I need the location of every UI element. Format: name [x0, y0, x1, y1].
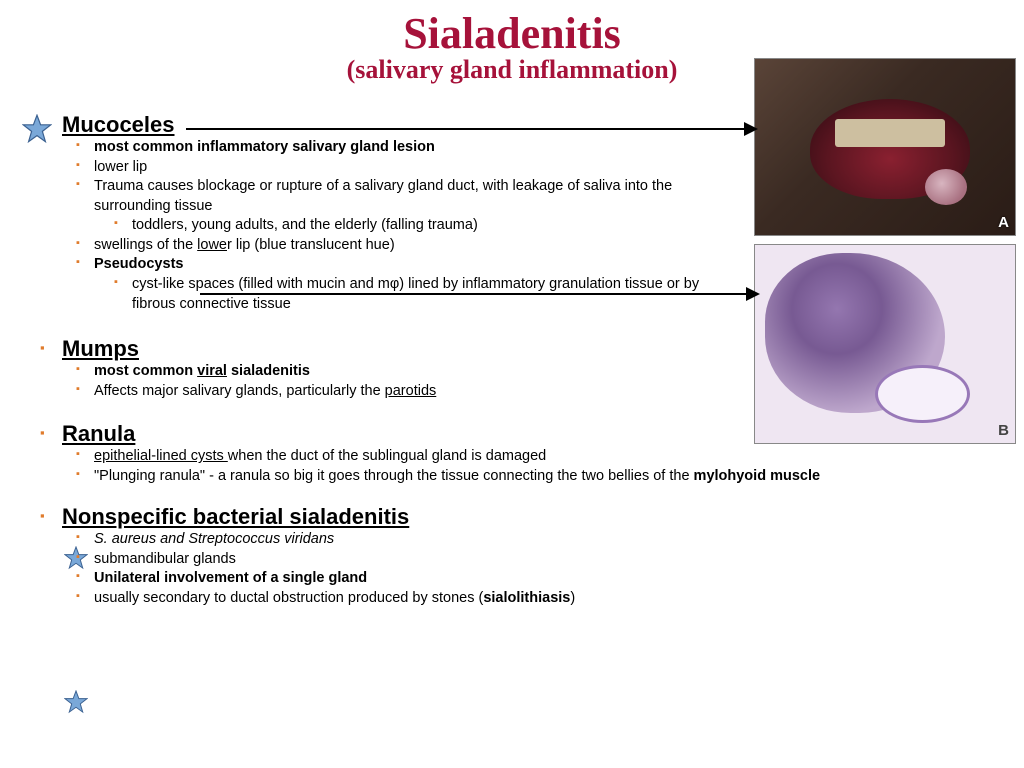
section-ranula: Ranula epithelial-lined cysts when the d… — [34, 421, 734, 486]
heading-bacterial: Nonspecific bacterial sialadenitis — [62, 504, 734, 530]
page-title: Sialadenitis — [0, 8, 1024, 59]
arrow-head-1 — [744, 122, 758, 136]
bullet: usually secondary to ductal obstruction … — [94, 589, 974, 609]
content-area: Mucoceles most common inflammatory saliv… — [34, 112, 734, 623]
bullet: lower lip — [94, 158, 734, 178]
bullet: most common viral sialadenitis — [94, 362, 734, 382]
bullet: submandibular glands — [94, 550, 974, 570]
teeth-region — [835, 119, 945, 147]
image-clinical-mucocele: A — [754, 58, 1016, 236]
sub-bullet: toddlers, young adults, and the elderly … — [132, 216, 734, 236]
heading-mumps: Mumps — [62, 336, 734, 362]
bullet: swellings of the lower lip (blue translu… — [94, 236, 734, 256]
heading-mucoceles: Mucoceles — [62, 112, 734, 138]
image-label-b: B — [998, 422, 1009, 439]
bullet: Affects major salivary glands, particula… — [94, 382, 734, 402]
bullet: epithelial-lined cysts when the duct of … — [94, 447, 974, 467]
star-icon — [64, 690, 88, 714]
bullet: most common inflammatory salivary gland … — [94, 138, 734, 158]
section-mumps: Mumps most common viral sialadenitis Aff… — [34, 336, 734, 401]
section-mucoceles: Mucoceles most common inflammatory saliv… — [34, 112, 734, 314]
sub-bullet: cyst-like spaces (filled with mucin and … — [132, 275, 734, 314]
section-bacterial: Nonspecific bacterial sialadenitis S. au… — [34, 504, 734, 608]
histo-cyst-space — [875, 365, 970, 423]
bullet: "Plunging ranula" - a ranula so big it g… — [94, 467, 974, 487]
bullet: Trauma causes blockage or rupture of a s… — [94, 177, 734, 236]
heading-ranula: Ranula — [62, 421, 734, 447]
image-histology-pseudocyst: B — [754, 244, 1016, 444]
arrow-head-2 — [746, 287, 760, 301]
bullet: S. aureus and Streptococcus viridans — [94, 530, 974, 550]
bullet: Unilateral involvement of a single gland — [94, 569, 974, 589]
mucocele-lump — [925, 169, 967, 205]
image-label-a: A — [998, 214, 1009, 231]
bullet: Pseudocysts cyst-like spaces (filled wit… — [94, 255, 734, 314]
